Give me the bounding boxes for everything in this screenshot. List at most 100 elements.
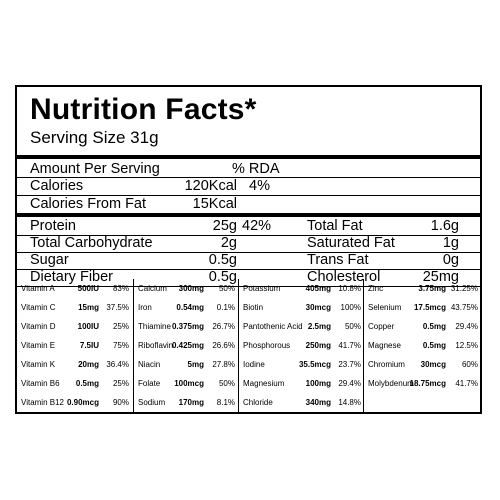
nutrient-amount: 300mg xyxy=(178,284,204,293)
nutrient-row: Potassium 405mg 10.8% xyxy=(239,279,364,298)
nutrient-name: Zinc xyxy=(368,284,384,293)
macro-label-secondary: Trans Fat xyxy=(307,252,369,268)
nutrient-rda: 83% xyxy=(112,284,129,293)
nutrient-row: Thiamine 0.375mg 26.7% xyxy=(134,317,239,336)
nutrient-column: Potassium 405mg 10.8% Biotin 30mcg 100% Pantot… xyxy=(238,279,364,412)
macro-value: 0.5g xyxy=(208,269,237,285)
nutrient-row: Vitamin B12 0.90mcg 90% xyxy=(17,393,133,412)
thick-divider xyxy=(17,155,480,159)
nutrient-rda: 31.25% xyxy=(450,284,478,293)
nutrient-amount: 35.5mcg xyxy=(298,360,331,369)
nutrient-name: Chromium xyxy=(368,360,405,369)
nutrient-row: Magnese 0.5mg 12.5% xyxy=(364,336,481,355)
nutrient-name: Copper xyxy=(368,322,395,331)
nutrient-amount: 100IU xyxy=(77,322,99,331)
nutrient-row: Magnesium 100mg 29.4% xyxy=(239,374,364,393)
calories-fat-value: 15Kcal xyxy=(192,196,237,212)
nutrient-name: Iodine xyxy=(243,360,265,369)
nutrient-amount: 17.5mcg xyxy=(413,303,446,312)
nutrient-rda: 0.1% xyxy=(216,303,235,312)
nutrient-row: Niacin 5mg 27.8% xyxy=(134,355,239,374)
nutrient-rda: 50% xyxy=(218,379,235,388)
nutrient-row: Vitamin E 7.5IU 75% xyxy=(17,336,133,355)
nutrient-amount: 170mg xyxy=(178,398,204,407)
nutrient-rda: 23.7% xyxy=(338,360,361,369)
nutrient-row: Calcium 300mg 50% xyxy=(134,279,239,298)
amount-per-serving-label: Amount Per Serving xyxy=(30,161,160,177)
divider xyxy=(17,235,480,236)
nutrient-rda: 75% xyxy=(112,341,129,350)
nutrient-rda: 8.1% xyxy=(216,398,235,407)
macro-row: Sugar 0.5g Trans Fat 0g xyxy=(17,252,480,269)
nutrient-rda: 50% xyxy=(218,284,235,293)
nutrient-name: Iron xyxy=(138,303,152,312)
calories-fat-label: Calories From Fat xyxy=(30,196,147,212)
nutrient-amount: 3.75mg xyxy=(418,284,446,293)
macro-label: Sugar xyxy=(30,252,69,268)
nutrient-name: Magnesium xyxy=(243,379,285,388)
nutrient-name: Vitamin C xyxy=(21,303,56,312)
macro-label-secondary: Saturated Fat xyxy=(307,235,395,251)
nutrient-name: Sodium xyxy=(138,398,166,407)
nutrient-amount: 405mg xyxy=(305,284,331,293)
nutrient-name: Calcium xyxy=(138,284,167,293)
nutrient-amount: 0.54mg xyxy=(176,303,204,312)
nutrient-rda: 29.4% xyxy=(455,322,478,331)
divider xyxy=(17,177,480,178)
nutrient-name: Vitamin D xyxy=(21,322,56,331)
nutrient-row: Phosphorous 250mg 41.7% xyxy=(239,336,364,355)
macro-value-secondary: 1g xyxy=(442,235,459,251)
nutrient-rda: 43.75% xyxy=(450,303,478,312)
nutrient-row: Sodium 170mg 8.1% xyxy=(134,393,239,412)
nutrient-row: Biotin 30mcg 100% xyxy=(239,298,364,317)
nutrient-row: Molybdenum 18.75mcg 41.7% xyxy=(364,374,481,393)
nutrient-amount: 15mg xyxy=(78,303,99,312)
nutrient-amount: 0.5mg xyxy=(75,379,99,388)
nutrient-amount: 340mg xyxy=(305,398,331,407)
nutrient-row: Iron 0.54mg 0.1% xyxy=(134,298,239,317)
nutrient-name: Potassium xyxy=(243,284,281,293)
nutrient-rda: 37.5% xyxy=(106,303,129,312)
nutrient-amount: 0.5mg xyxy=(422,341,446,350)
nutrient-amount: 5mg xyxy=(187,360,204,369)
thick-divider xyxy=(17,213,480,217)
nutrient-name: Biotin xyxy=(243,303,264,312)
macro-row: Total Carbohydrate 2g Saturated Fat 1g xyxy=(17,235,480,252)
nutrient-rda: 25% xyxy=(112,379,129,388)
nutrient-row: Zinc 3.75mg 31.25% xyxy=(364,279,481,298)
calories-fat-row: Calories From Fat 15Kcal xyxy=(17,196,480,213)
macro-value: 0.5g xyxy=(208,252,237,268)
nutrient-amount: 0.375mg xyxy=(171,322,204,331)
nutrient-amount: 20mg xyxy=(78,360,99,369)
nutrient-rda: 100% xyxy=(340,303,361,312)
macro-value: 25g xyxy=(212,218,237,234)
calories-pct: 4% xyxy=(249,178,270,194)
macro-label: Total Carbohydrate xyxy=(30,235,153,251)
divider xyxy=(17,286,480,287)
nutrient-rda: 10.8% xyxy=(338,284,361,293)
nutrient-name: Vitamin B6 xyxy=(21,379,60,388)
nutrient-rda: 26.6% xyxy=(212,341,235,350)
nutrient-name: Selenium xyxy=(368,303,402,312)
rda-header: % RDA xyxy=(232,161,280,177)
nutrient-amount: 0.5mg xyxy=(422,322,446,331)
nutrient-row: Riboflavin 0.425mg 26.6% xyxy=(134,336,239,355)
macro-label: Protein xyxy=(30,218,76,234)
nutrient-row: Vitamin A 500IU 83% xyxy=(17,279,133,298)
nutrient-amount: 500IU xyxy=(77,284,99,293)
divider xyxy=(17,195,480,196)
nutrient-row: Vitamin D 100IU 25% xyxy=(17,317,133,336)
nutrition-facts-label: Nutrition Facts* Serving Size 31g Amount… xyxy=(15,85,482,414)
nutrient-rda: 26.7% xyxy=(212,322,235,331)
label-title: Nutrition Facts* xyxy=(30,93,257,126)
nutrient-row: Vitamin K 20mg 36.4% xyxy=(17,355,133,374)
calories-value: 120Kcal xyxy=(184,178,237,194)
nutrient-amount: 30mcg xyxy=(305,303,331,312)
nutrient-amount: 250mg xyxy=(305,341,331,350)
nutrient-rda: 29.4% xyxy=(338,379,361,388)
nutrient-row: Iodine 35.5mcg 23.7% xyxy=(239,355,364,374)
vitamins-minerals-table: Vitamin A 500IU 83% Vitamin C 15mg 37.5% Vitam… xyxy=(17,279,480,412)
nutrient-rda: 60% xyxy=(461,360,478,369)
nutrient-name: Riboflavin xyxy=(138,341,174,350)
nutrient-rda: 41.7% xyxy=(455,379,478,388)
